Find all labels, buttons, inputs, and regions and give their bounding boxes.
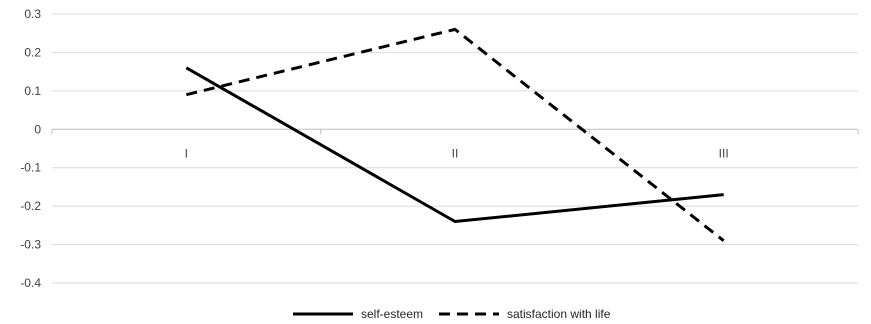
y-tick-label: 0.3 <box>24 7 41 21</box>
y-tick-label: -0.3 <box>20 238 41 252</box>
gridlines <box>52 13 858 284</box>
y-tick-label: 0.1 <box>24 84 41 98</box>
x-category-label: III <box>719 146 729 160</box>
y-tick-label: -0.4 <box>20 276 41 290</box>
x-category-label: II <box>452 146 459 160</box>
legend-label-1: self-esteem <box>361 307 423 321</box>
x-category-label: I <box>185 146 188 160</box>
x-axis-ticks: I II III <box>51 129 859 160</box>
y-tick-label: -0.1 <box>20 161 41 175</box>
series-lines <box>185 27 725 242</box>
y-axis-ticks: 0.3 0.2 0.1 0 -0.1 -0.2 -0.3 -0.4 <box>20 7 41 290</box>
legend-label-2: satisfaction with life <box>507 307 611 321</box>
series-line-2 <box>185 27 725 242</box>
y-tick-label: 0 <box>34 122 41 136</box>
y-tick-label: -0.2 <box>20 199 41 213</box>
y-tick-label: 0.2 <box>24 45 41 59</box>
legend: self-esteem satisfaction with life <box>293 307 611 321</box>
